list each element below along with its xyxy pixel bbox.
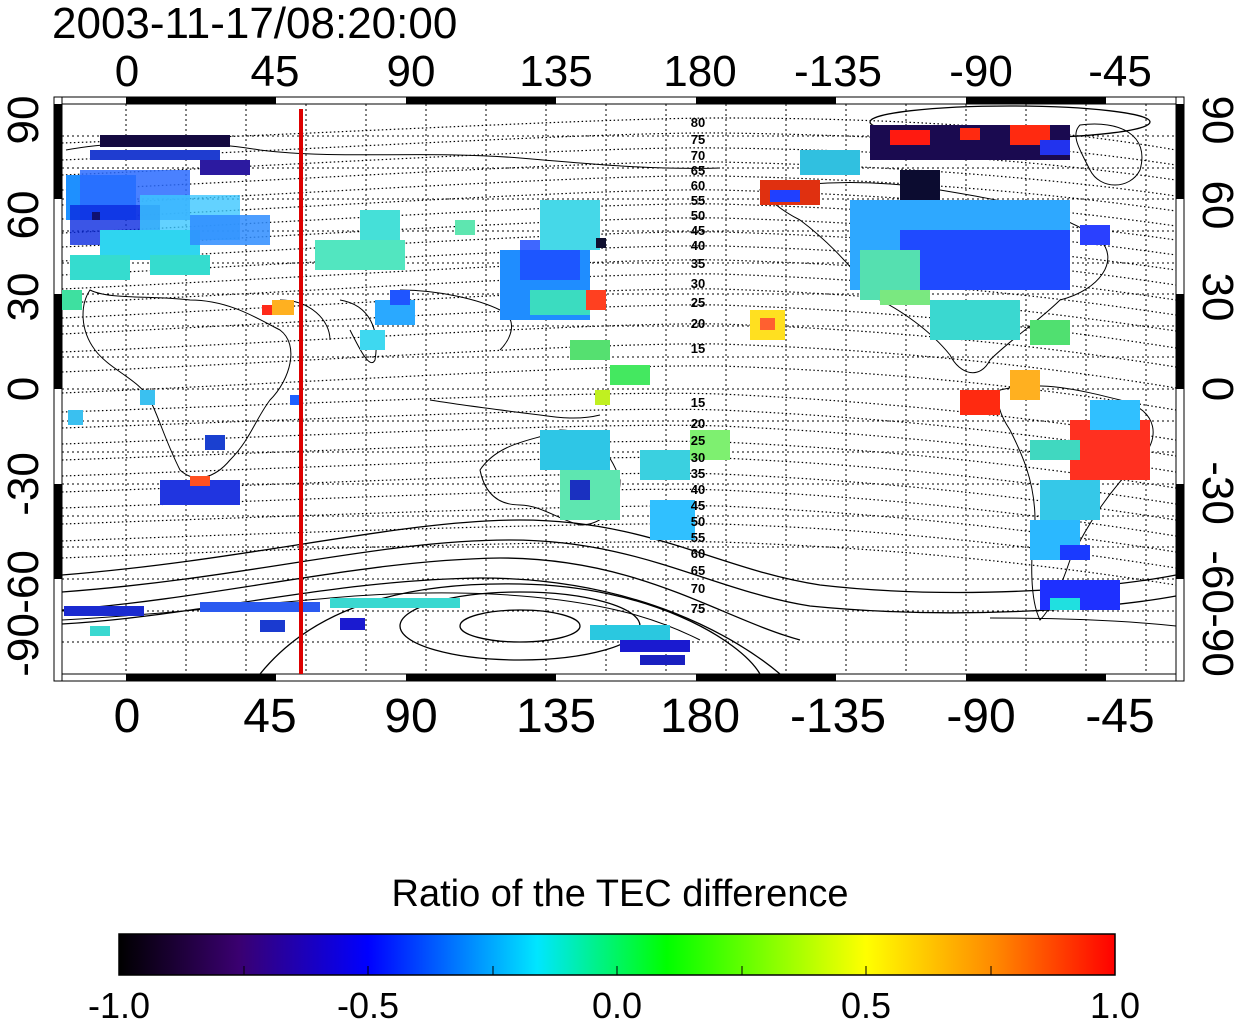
map-grid	[62, 104, 1176, 674]
contour-label: 50	[691, 514, 705, 529]
contour-label: 25	[691, 433, 705, 448]
contour-label: 55	[691, 530, 705, 545]
contour-label: 30	[691, 276, 705, 291]
colorbar-tick-label: 0.0	[592, 985, 642, 1024]
bottom-lon-label: 90	[384, 690, 437, 743]
contour-label: 50	[691, 208, 705, 223]
top-lon-label: 90	[387, 47, 436, 96]
left-lat-label: 90	[0, 96, 48, 145]
colorbar-tick-label: 0.5	[841, 985, 891, 1024]
contour-label: 70	[691, 581, 705, 596]
tec-patch-south-america	[960, 370, 1150, 610]
tec-patch-central-asia	[315, 210, 415, 350]
tec-patch-middle-east	[262, 300, 300, 405]
right-lat-label: -30	[1193, 461, 1240, 525]
tec-patch-oceania	[540, 310, 785, 540]
right-lat-label: 0	[1193, 377, 1240, 401]
contour-label: 55	[691, 193, 705, 208]
tec-patch-europe	[62, 135, 270, 310]
right-lat-label: 30	[1193, 273, 1240, 322]
tec-patch-east-asia	[455, 200, 606, 320]
contour-label: 45	[691, 498, 705, 513]
contour-label: 40	[691, 238, 705, 253]
tec-patch-arctic	[760, 125, 1070, 205]
contour-label: 70	[691, 148, 705, 163]
contour-label: 65	[691, 163, 705, 178]
bottom-lon-label: 45	[243, 690, 296, 743]
contour-label: 35	[691, 256, 705, 271]
top-lon-label: -45	[1088, 47, 1152, 96]
colorbar-title: Ratio of the TEC difference	[391, 873, 849, 915]
contour-label: 40	[691, 482, 705, 497]
contour-label: 15	[691, 395, 705, 410]
contour-label: 60	[691, 178, 705, 193]
left-lat-label: -60	[0, 550, 48, 614]
top-lon-label: 180	[663, 47, 736, 96]
contour-label: 45	[691, 223, 705, 238]
map-title: 2003-11-17/08:20:00	[52, 0, 458, 48]
contour-label: 25	[691, 295, 705, 310]
left-lat-label: 0	[0, 377, 48, 401]
top-lon-label: -90	[949, 47, 1013, 96]
right-lat-label: 60	[1193, 181, 1240, 230]
southern-magnetic-contours	[62, 105, 1177, 674]
right-lat-label: 90	[1193, 96, 1240, 145]
left-lat-label: 30	[0, 273, 48, 322]
colorbar-tick-label: 1.0	[1090, 985, 1140, 1024]
top-lon-label: 45	[251, 47, 300, 96]
colorbar-tick-label: -1.0	[88, 985, 150, 1024]
contour-label: 80	[691, 115, 705, 130]
tec-patch-north-america	[850, 200, 1110, 345]
top-lon-label: 135	[519, 47, 592, 96]
left-lat-label: -30	[0, 452, 48, 516]
contour-label: 35	[691, 466, 705, 481]
colorbar-tick-label: -0.5	[337, 985, 399, 1024]
contour-label: 60	[691, 546, 705, 561]
tec-data-patches	[62, 125, 1150, 665]
tec-patch-africa	[68, 390, 240, 505]
bottom-lon-label: -135	[790, 690, 886, 743]
tec-patch-antarctic	[64, 598, 690, 665]
map-frame-bars	[53, 96, 1185, 682]
contour-label: 20	[691, 316, 705, 331]
right-lat-label: -90	[1193, 613, 1240, 677]
left-lat-label: 60	[0, 191, 48, 240]
contour-label: 75	[691, 601, 705, 616]
contour-label: 65	[691, 563, 705, 578]
left-lat-label: -90	[0, 613, 48, 677]
bottom-lon-label: 180	[660, 690, 740, 743]
top-lon-label: -135	[794, 47, 882, 96]
top-lon-label: 0	[115, 47, 139, 96]
right-lat-label: -60	[1193, 550, 1240, 614]
contour-label: 15	[691, 341, 705, 356]
colorbar: -1.0 -0.5 0.0 0.5 1.0	[88, 933, 1140, 1024]
magnetic-latitude-contours	[62, 117, 1177, 586]
bottom-lon-label: -90	[946, 690, 1015, 743]
contour-label: 20	[691, 416, 705, 431]
bottom-lon-label: -45	[1085, 690, 1154, 743]
bottom-lon-label: 0	[114, 690, 141, 743]
bottom-lon-label: 135	[516, 690, 596, 743]
contour-label: 75	[691, 132, 705, 147]
contour-label: 30	[691, 450, 705, 465]
